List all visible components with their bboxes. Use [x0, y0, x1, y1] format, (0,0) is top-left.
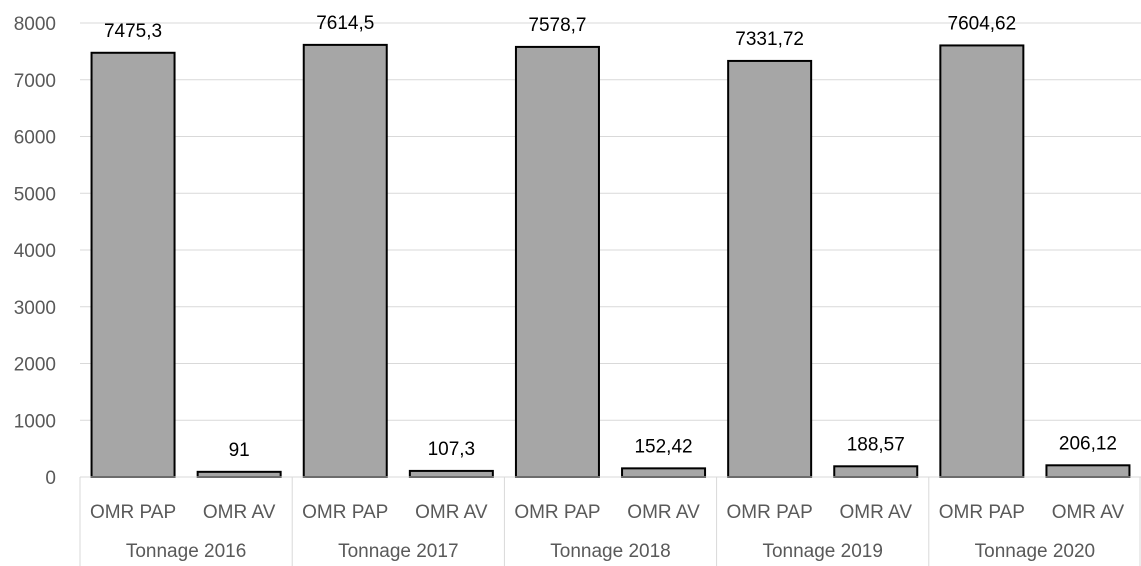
x-group-label: Tonnage 2020: [975, 541, 1095, 562]
data-label: 91: [229, 440, 250, 461]
x-category-label: OMR PAP: [514, 502, 600, 523]
data-label: 7614,5: [316, 13, 374, 34]
data-label: 7578,7: [528, 15, 586, 36]
x-group-label: Tonnage 2019: [762, 541, 882, 562]
data-label: 152,42: [634, 436, 692, 457]
y-tick-label: 6000: [14, 128, 56, 149]
y-tick-label: 7000: [14, 71, 56, 92]
x-category-label: OMR AV: [203, 502, 276, 523]
x-category-label: OMR PAP: [727, 502, 813, 523]
bar: [196, 470, 282, 479]
x-group-label: Tonnage 2016: [126, 541, 246, 562]
x-category-label: OMR PAP: [302, 502, 388, 523]
data-label: 7475,3: [104, 21, 162, 42]
y-axis: 0 1000 2000 3000 4000 5000 6000 7000 8000: [14, 14, 56, 489]
bar: [90, 51, 176, 478]
x-category-label: OMR AV: [840, 502, 913, 523]
x-group-label: Tonnage 2018: [550, 541, 670, 562]
bar: [621, 467, 707, 478]
y-tick-label: 5000: [14, 184, 56, 205]
x-category-label: OMR PAP: [90, 502, 176, 523]
x-category-label: OMR AV: [415, 502, 488, 523]
x-group-label: Tonnage 2017: [338, 541, 458, 562]
x-category-label: OMR AV: [1052, 502, 1125, 523]
x-category-label: OMR PAP: [939, 502, 1025, 523]
data-label: 7604,62: [948, 13, 1017, 34]
x-axis: OMR PAP OMR AV Tonnage 2016 OMR PAP OMR AV To…: [79, 476, 1141, 566]
y-tick-label: 3000: [14, 298, 56, 319]
bars: 7475,3 91 7614,5 107,3 7578,7 152,42 7331,72 18…: [90, 13, 1131, 479]
bar: [1045, 464, 1131, 479]
bar: [833, 465, 919, 478]
data-label: 188,57: [847, 434, 905, 455]
y-tick-label: 8000: [14, 14, 56, 35]
data-label: 7331,72: [735, 29, 804, 50]
y-tick-label: 0: [45, 468, 56, 489]
bar: [302, 43, 388, 478]
y-tick-label: 1000: [14, 411, 56, 432]
bar: [408, 469, 494, 479]
data-label: 107,3: [428, 439, 476, 460]
bar: [939, 44, 1025, 479]
data-label: 206,12: [1059, 433, 1117, 454]
bar: [727, 59, 813, 478]
y-tick-label: 2000: [14, 355, 56, 376]
gridlines: [80, 22, 1141, 421]
bar: [514, 45, 600, 478]
x-category-label: OMR AV: [627, 502, 700, 523]
y-tick-label: 4000: [14, 241, 56, 262]
